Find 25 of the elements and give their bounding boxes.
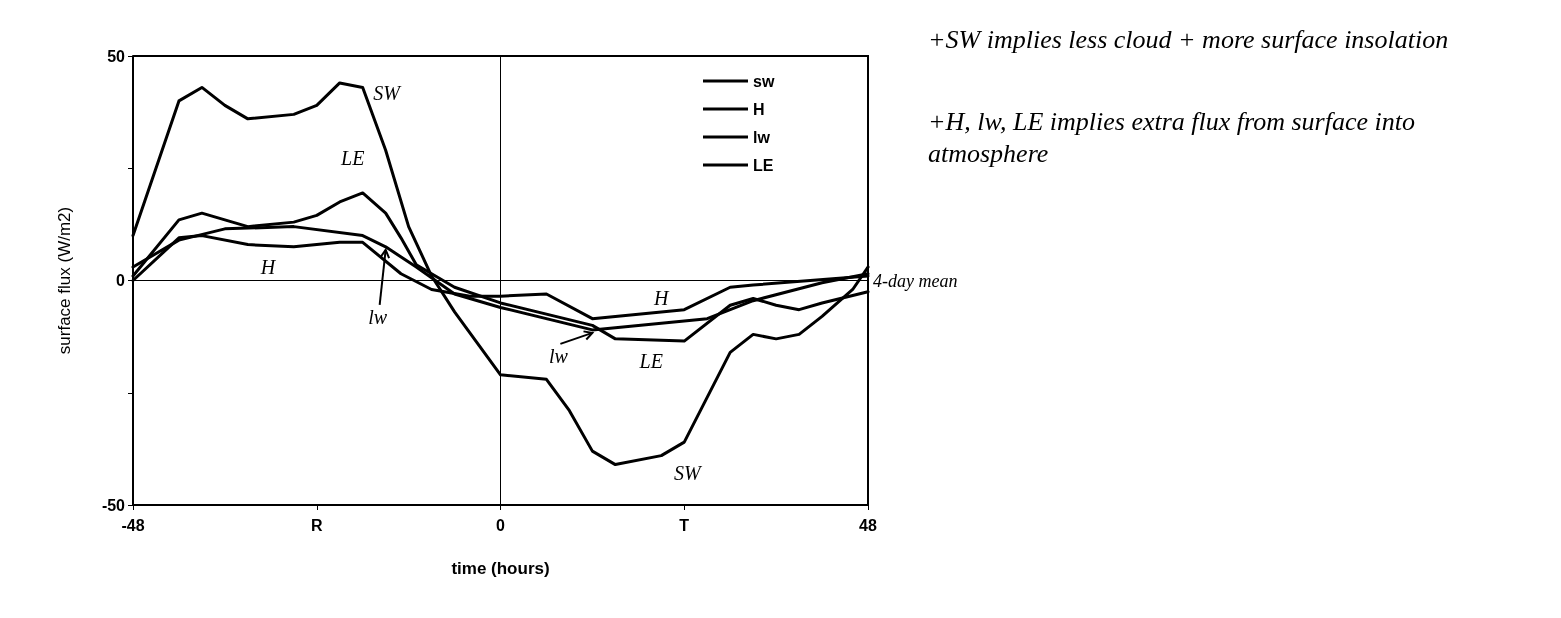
text: +H, lw, LE implies extra flux from surface into atmosphere: [928, 106, 1422, 168]
annotation: lw: [548, 344, 569, 367]
x-tick-label: 0: [496, 516, 506, 534]
x-tick-label: 48: [859, 516, 877, 534]
x-axis-title: time (hours): [451, 559, 550, 578]
annotation: H: [653, 286, 671, 309]
x-tick-label: -48: [121, 516, 145, 534]
y-tick-label: 0: [116, 272, 126, 289]
annotation: LE: [638, 350, 663, 373]
ref-line-label: 4-day mean: [873, 270, 958, 291]
legend-label: lw: [753, 128, 771, 146]
text: +SW implies less cloud + more surface insolation: [928, 24, 1449, 54]
y-axis-title: surface flux (W/m2): [55, 206, 74, 355]
annotation: LE: [340, 146, 365, 169]
y-tick-label: 50: [107, 47, 126, 65]
annotation: H: [259, 255, 277, 278]
annotation: lw: [368, 305, 388, 328]
x-tick-label: T: [679, 516, 690, 534]
annotation: SW: [673, 461, 703, 484]
y-tick-label: -50: [101, 496, 126, 514]
legend-label: sw: [753, 72, 775, 90]
x-tick-label: R: [310, 516, 323, 534]
annotation: SW: [373, 82, 403, 105]
legend-label: H: [753, 100, 765, 118]
legend-label: LE: [753, 156, 774, 174]
